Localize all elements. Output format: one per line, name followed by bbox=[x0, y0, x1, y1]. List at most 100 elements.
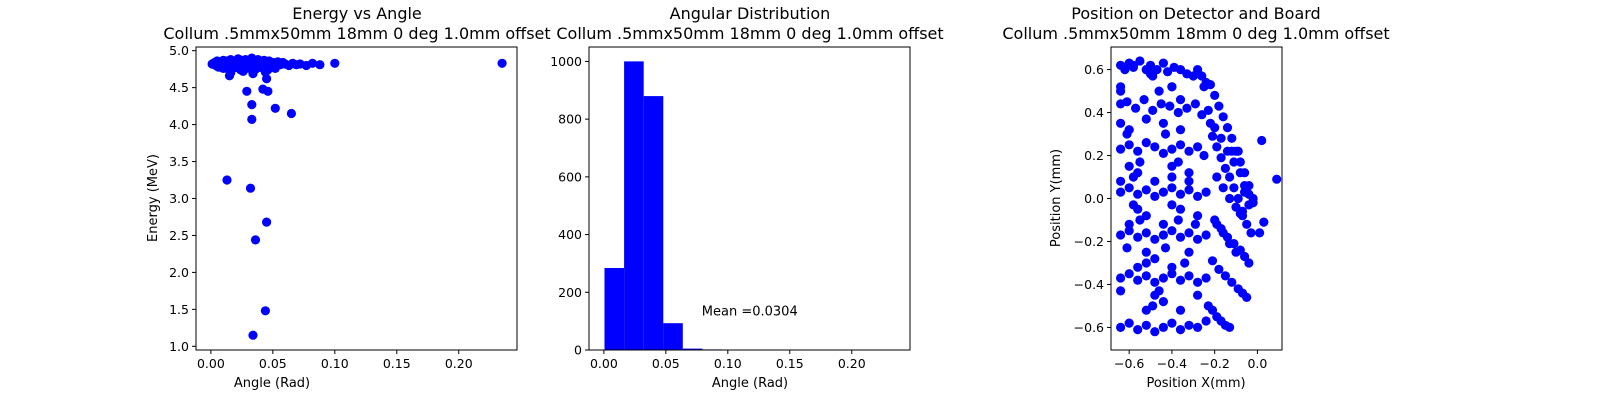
x-tick-label: 0.0 bbox=[1247, 356, 1267, 371]
scatter-point bbox=[1141, 258, 1151, 268]
scatter-point bbox=[1122, 97, 1132, 107]
scatter-point bbox=[1116, 230, 1126, 240]
scatter-point bbox=[1175, 275, 1186, 285]
scatter-point bbox=[1124, 226, 1134, 236]
scatter-point bbox=[330, 58, 340, 68]
scatter-point bbox=[1116, 176, 1126, 186]
scatter-point bbox=[1246, 228, 1256, 238]
scatter-point bbox=[1116, 286, 1126, 296]
scatter-point bbox=[1133, 275, 1143, 285]
x-tick-label: −0.6 bbox=[1114, 356, 1144, 371]
position-on-detector-chart: Position on Detector and Board Collum .5… bbox=[1002, 4, 1389, 391]
scatter-point bbox=[1116, 273, 1126, 283]
y-tick-label: 1.0 bbox=[169, 339, 189, 354]
histogram-bar bbox=[663, 323, 683, 350]
scatter-point bbox=[1160, 243, 1171, 253]
scatter-point bbox=[1175, 125, 1186, 135]
scatter-point bbox=[1124, 219, 1134, 229]
scatter-point bbox=[1131, 103, 1141, 113]
scatter-point bbox=[1133, 146, 1143, 156]
scatter-point bbox=[1158, 219, 1168, 229]
scatter-point bbox=[1184, 146, 1194, 156]
scatter-point bbox=[1135, 215, 1145, 225]
y-tick-label: 3.5 bbox=[169, 154, 189, 169]
scatter-point bbox=[1214, 264, 1224, 274]
histogram-bar bbox=[682, 348, 703, 350]
scatter-point bbox=[315, 60, 325, 70]
scatter-point bbox=[1175, 305, 1186, 315]
scatter-point bbox=[1158, 187, 1168, 197]
y-tick-label: 2.5 bbox=[169, 228, 189, 243]
histogram-bar bbox=[643, 96, 664, 350]
mean-annotation: Mean =0.0304 bbox=[702, 304, 798, 319]
scatter-point bbox=[1193, 290, 1203, 300]
x-tick-label: 0.10 bbox=[714, 356, 742, 371]
scatter-point bbox=[1222, 123, 1233, 133]
scatter-point bbox=[248, 330, 258, 340]
scatter-point bbox=[1193, 211, 1203, 221]
scatter-point bbox=[1233, 193, 1243, 204]
scatter-point bbox=[1175, 325, 1186, 335]
x-tick-label: 0.15 bbox=[383, 356, 411, 371]
scatter-point bbox=[1182, 103, 1192, 113]
scatter-point bbox=[1212, 172, 1222, 182]
scatter-point bbox=[242, 86, 252, 96]
scatter-point bbox=[1158, 297, 1168, 307]
scatter-point bbox=[1216, 153, 1226, 163]
scatter-point bbox=[1116, 118, 1126, 128]
scatter-point bbox=[1163, 67, 1173, 77]
scatter-point bbox=[1225, 239, 1235, 249]
scatter-point bbox=[1141, 271, 1151, 281]
scatter-point bbox=[1116, 86, 1126, 96]
scatter-point bbox=[1229, 183, 1239, 193]
scatter-point bbox=[1156, 99, 1166, 109]
scatter-point bbox=[1201, 230, 1211, 240]
scatter-point bbox=[1180, 258, 1190, 268]
scatter-point bbox=[1141, 320, 1151, 330]
scatter-point bbox=[1122, 243, 1132, 253]
scatter-point bbox=[1193, 277, 1203, 287]
y-tick-label: 0.0 bbox=[1084, 191, 1104, 206]
chart-title: Energy vs Angle bbox=[292, 4, 422, 23]
chart-subtitle: Collum .5mmx50mm 18mm 0 deg 1.0mm offset bbox=[163, 24, 550, 43]
scatter-point bbox=[1158, 118, 1168, 128]
x-tick-label: 0.05 bbox=[652, 356, 680, 371]
scatter-point bbox=[1259, 217, 1269, 227]
x-axis-label: Angle (Rad) bbox=[712, 376, 788, 391]
scatter-point bbox=[1205, 118, 1215, 128]
scatter-point bbox=[1167, 318, 1177, 328]
scatter-point bbox=[1197, 71, 1207, 81]
scatter-point bbox=[497, 58, 507, 68]
scatter-point bbox=[1167, 172, 1177, 182]
scatter-point bbox=[1201, 187, 1211, 197]
scatter-points bbox=[207, 53, 507, 340]
scatter-point bbox=[1240, 251, 1250, 262]
scatter-point bbox=[1229, 157, 1239, 167]
scatter-point bbox=[1158, 273, 1168, 283]
scatter-point bbox=[1133, 262, 1143, 272]
scatter-point bbox=[1235, 168, 1245, 178]
y-tick-label: 400 bbox=[558, 227, 582, 242]
scatter-point bbox=[1233, 146, 1243, 156]
scatter-point bbox=[1199, 82, 1209, 92]
histogram-bars bbox=[604, 61, 899, 351]
scatter-points bbox=[1116, 56, 1282, 337]
scatter-point bbox=[247, 100, 257, 110]
scatter-point bbox=[1235, 157, 1245, 167]
scatter-point bbox=[1184, 185, 1194, 195]
scatter-point bbox=[1255, 228, 1265, 238]
scatter-point bbox=[1141, 138, 1151, 148]
scatter-point bbox=[1184, 271, 1194, 281]
scatter-point bbox=[224, 71, 235, 81]
scatter-point bbox=[247, 114, 257, 124]
scatter-point bbox=[1184, 168, 1194, 178]
scatter-point bbox=[1218, 112, 1228, 122]
scatter-point bbox=[1242, 219, 1252, 229]
y-tick-label: 0.6 bbox=[1084, 62, 1104, 77]
x-tick-label: 0.00 bbox=[590, 356, 618, 371]
x-tick-label: 0.15 bbox=[776, 356, 804, 371]
scatter-point bbox=[1150, 234, 1160, 244]
scatter-point bbox=[1220, 271, 1230, 281]
scatter-point bbox=[1212, 142, 1222, 152]
scatter-point bbox=[213, 62, 223, 72]
